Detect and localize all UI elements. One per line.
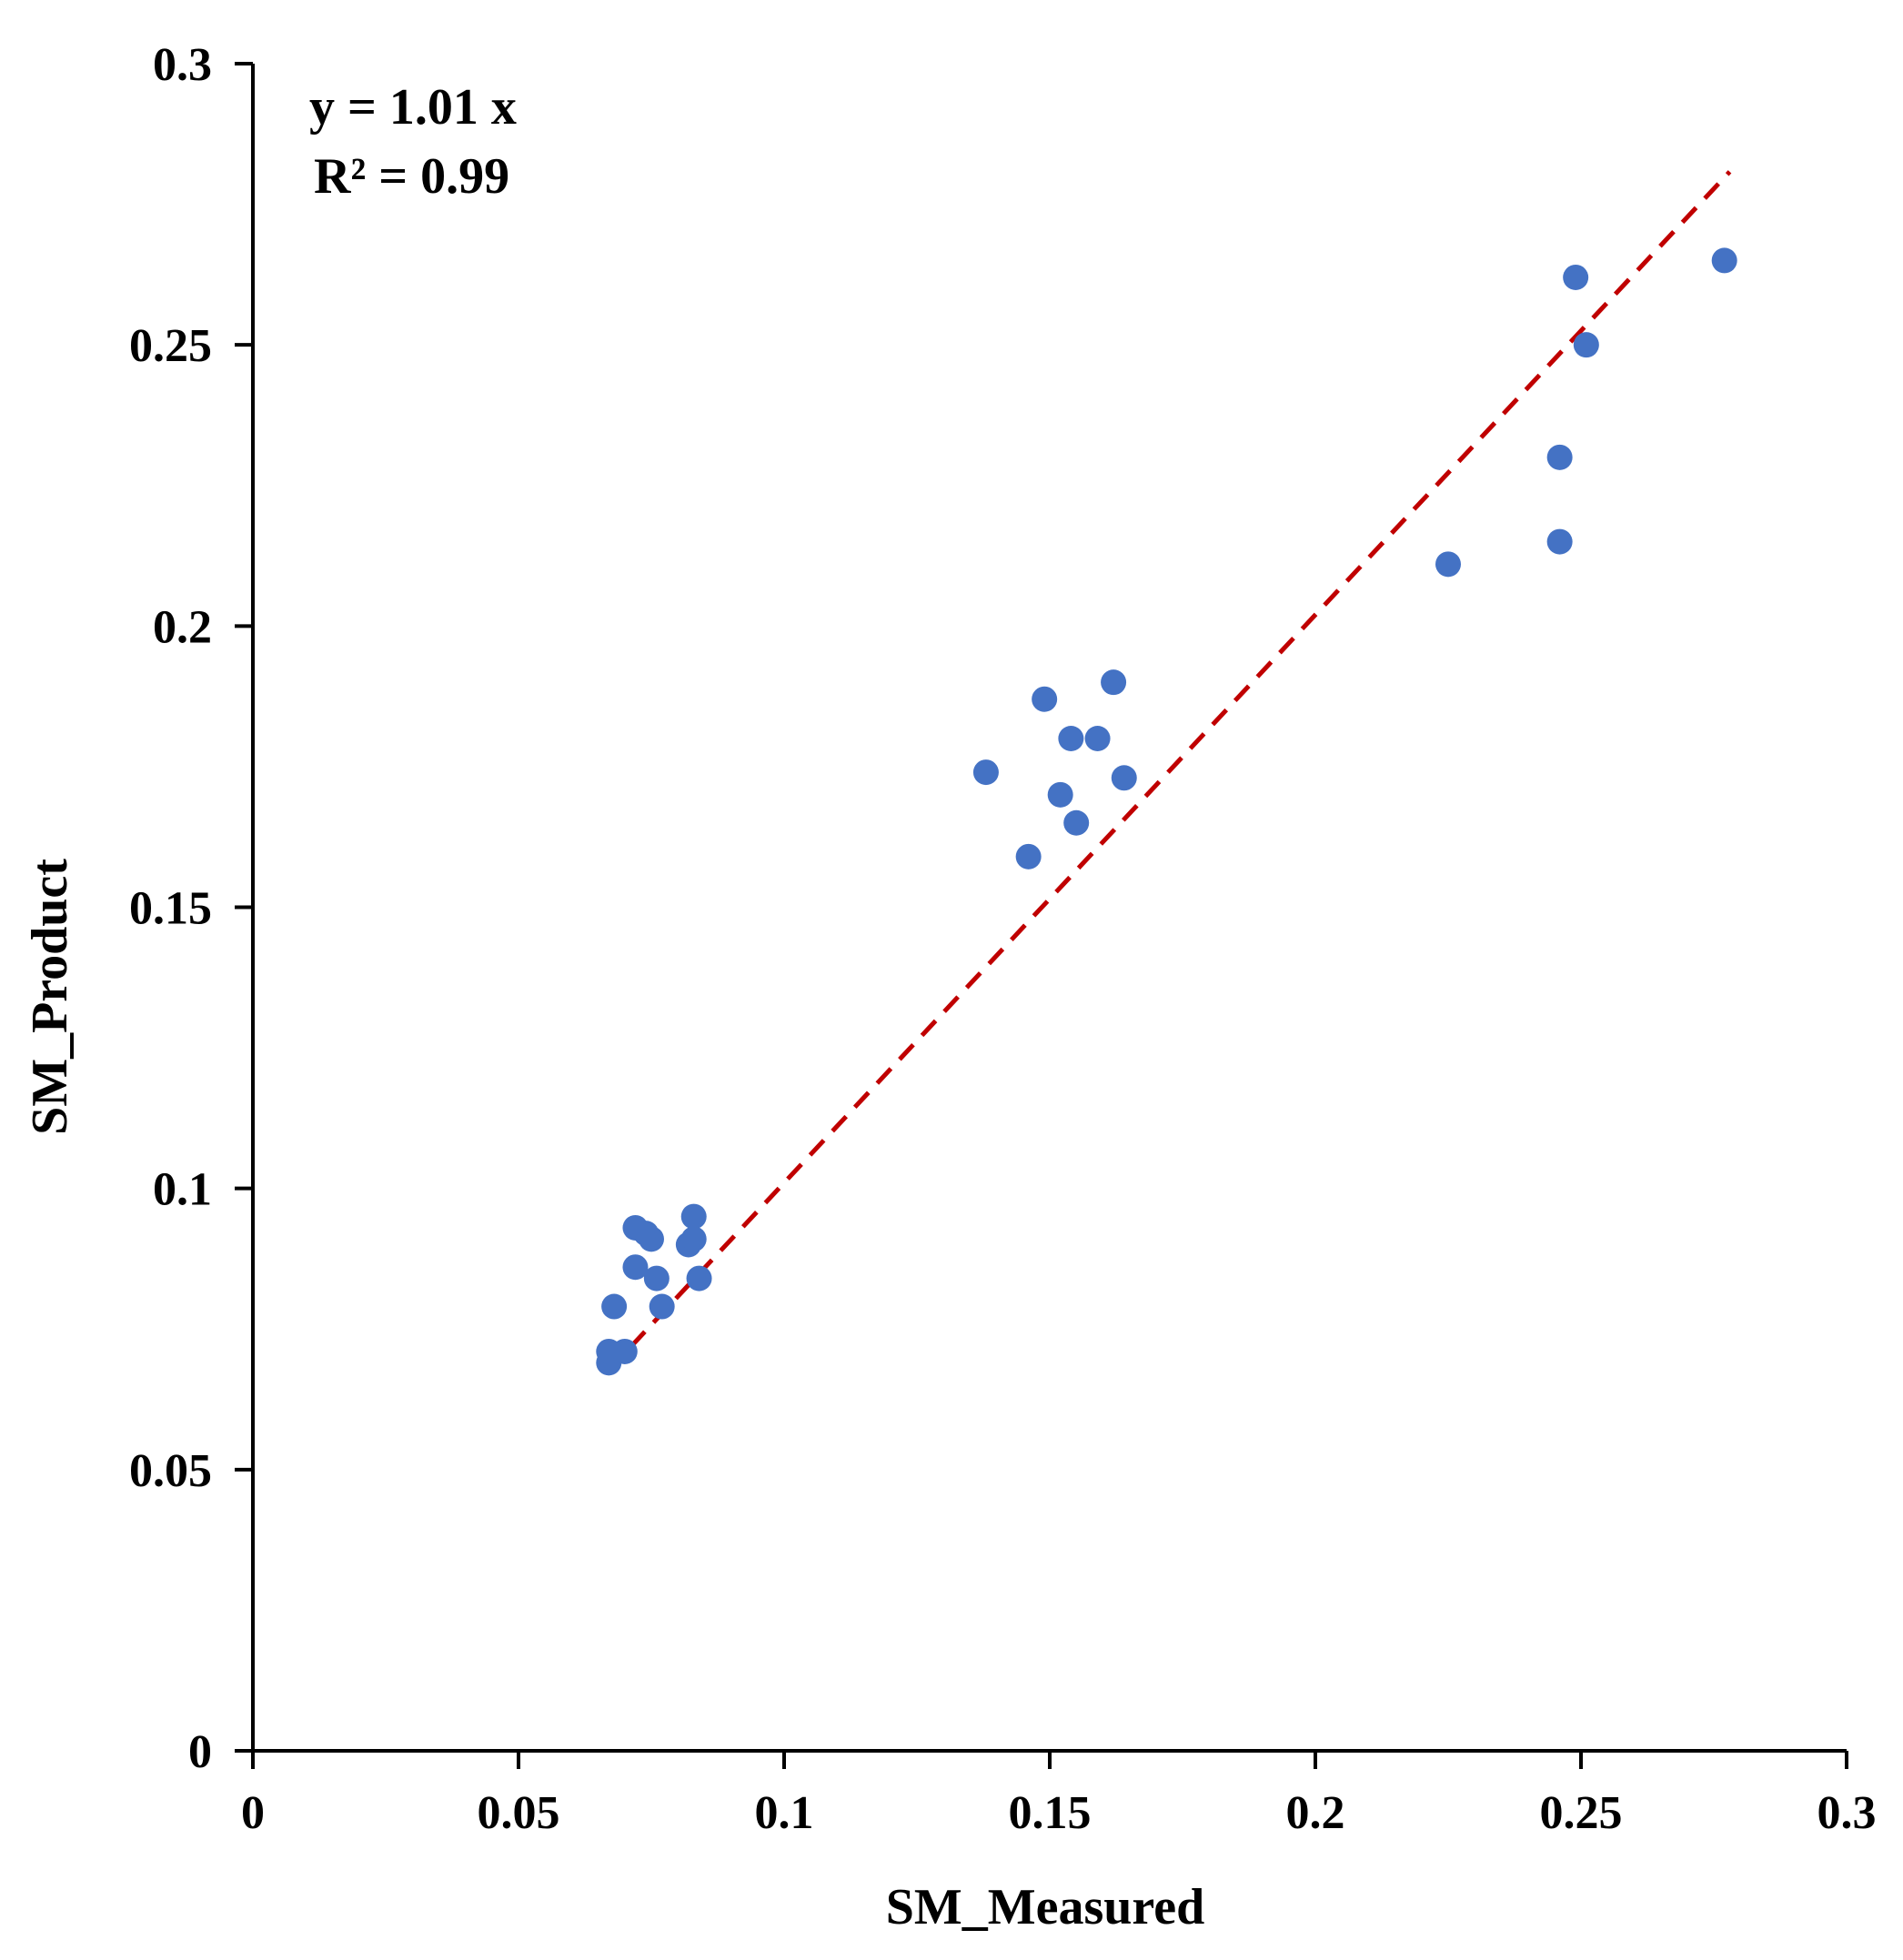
x-tick-label: 0.05 <box>478 1787 560 1839</box>
x-axis-title: SM_Measured <box>886 1879 1205 1935</box>
x-tick-label: 0 <box>241 1787 265 1839</box>
data-point <box>972 759 999 786</box>
data-point <box>1101 669 1127 696</box>
data-point <box>1573 332 1599 358</box>
data-point <box>1058 726 1084 751</box>
y-tick-label: 0 <box>188 1726 212 1778</box>
x-tick-label: 0.15 <box>1009 1787 1092 1839</box>
data-point <box>622 1254 649 1281</box>
y-tick-label: 0.3 <box>153 39 212 91</box>
y-axis-title: SM_Product <box>22 859 78 1135</box>
y-tick-label: 0.1 <box>153 1164 212 1216</box>
data-point <box>1711 247 1737 274</box>
y-tick-label: 0.15 <box>129 883 212 935</box>
r-squared-label: R² = 0.99 <box>314 148 509 205</box>
data-point <box>1111 765 1137 791</box>
x-tick-label: 0.2 <box>1286 1787 1345 1839</box>
data-point <box>1047 781 1073 808</box>
data-points <box>596 247 1737 1376</box>
data-point <box>611 1338 638 1364</box>
data-point <box>1015 843 1042 869</box>
axes: 0 0.05 0.1 0.15 0.2 0.25 0.3 0 0.05 0.1 0.15 0.2 0.… <box>129 39 1877 1839</box>
y-tick-label: 0.2 <box>153 601 212 653</box>
data-point <box>1435 551 1461 578</box>
data-point <box>1546 444 1573 470</box>
x-tick-label: 0.3 <box>1817 1787 1877 1839</box>
x-tick-label: 0.25 <box>1540 1787 1623 1839</box>
data-point <box>1032 686 1058 712</box>
data-point <box>1563 264 1589 290</box>
data-point <box>1084 726 1111 751</box>
data-point <box>680 1203 707 1230</box>
data-point <box>686 1265 712 1292</box>
x-tick-label: 0.1 <box>755 1787 814 1839</box>
y-ticks: 0 0.05 0.1 0.15 0.2 0.25 0.3 <box>129 39 253 1778</box>
data-point <box>643 1265 670 1292</box>
trendline <box>607 170 1732 1372</box>
y-tick-label: 0.25 <box>129 320 212 372</box>
data-point <box>1546 528 1573 555</box>
data-point <box>639 1226 664 1252</box>
data-point <box>601 1293 628 1320</box>
data-point <box>649 1293 675 1320</box>
x-ticks: 0 0.05 0.1 0.15 0.2 0.25 0.3 <box>241 1751 1877 1839</box>
data-point <box>680 1226 707 1252</box>
y-tick-label: 0.05 <box>129 1445 212 1497</box>
data-point <box>1063 809 1090 836</box>
equation-label: y = 1.01 x <box>309 79 517 136</box>
